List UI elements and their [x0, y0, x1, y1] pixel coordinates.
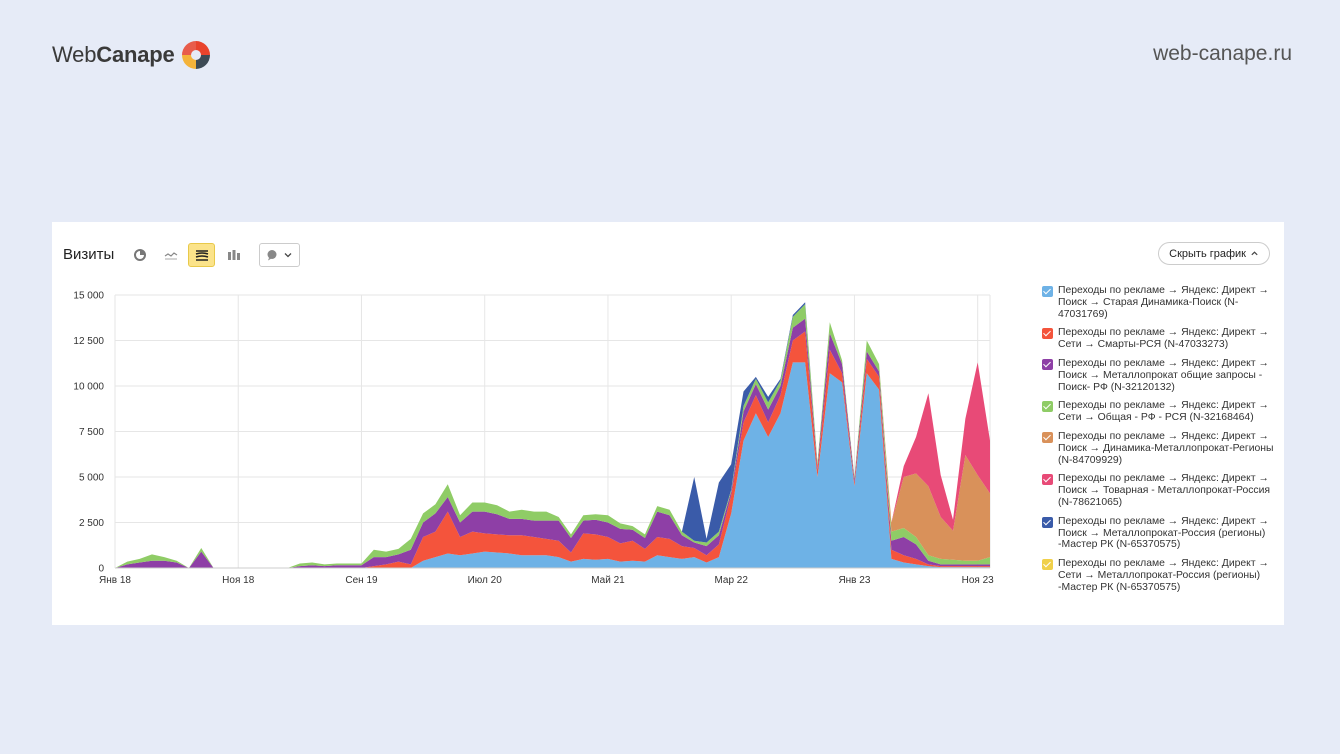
legend-checkbox[interactable] [1042, 474, 1053, 486]
series-area-1 [115, 362, 990, 568]
legend-item[interactable]: Переходы по рекламе → Яндекс: Директ → П… [1042, 358, 1277, 393]
comment-dropdown[interactable] [259, 243, 300, 267]
chart-panel: Визиты Скрыть график 0 2 500 5 000 7 500 10 … [52, 222, 1284, 625]
logo-part-canape: Canape [96, 42, 175, 67]
legend-checkbox[interactable] [1042, 358, 1053, 370]
logo-part-web: Web [52, 42, 97, 67]
x-tick-label: Ноя 23 [962, 575, 995, 586]
legend-checkbox[interactable] [1042, 328, 1053, 340]
logo: WebCanape [52, 38, 213, 72]
x-tick-label: Мар 22 [714, 575, 748, 586]
stacked-area-icon [195, 250, 208, 261]
x-tick-label: Июл 20 [468, 575, 503, 586]
x-tick-label: Сен 19 [345, 575, 378, 586]
legend-label: Переходы по рекламе → Яндекс: Директ → П… [1058, 430, 1274, 466]
pie-chart-icon [133, 249, 146, 261]
legend-label: Переходы по рекламе → Яндекс: Директ → С… [1058, 327, 1269, 351]
x-tick-label: Май 21 [591, 575, 625, 586]
y-tick-label: 12 500 [73, 336, 104, 347]
legend-item[interactable]: Переходы по рекламе → Яндекс: Директ → П… [1042, 431, 1277, 466]
logo-mark-icon [181, 41, 210, 69]
legend-item[interactable]: Переходы по рекламе → Яндекс: Директ → С… [1042, 327, 1277, 351]
chevron-down-icon [284, 253, 292, 258]
x-tick-label: Янв 23 [838, 575, 870, 586]
y-tick-label: 2 500 [79, 518, 104, 529]
legend-item[interactable]: Переходы по рекламе → Яндекс: Директ → С… [1042, 558, 1277, 593]
stacked-area-button[interactable] [188, 243, 215, 267]
legend-label: Переходы по рекламе → Яндекс: Директ → П… [1058, 285, 1269, 320]
legend-item[interactable]: Переходы по рекламе → Яндекс: Директ → П… [1042, 516, 1277, 551]
legend-checkbox[interactable] [1042, 286, 1053, 297]
legend-label: Переходы по рекламе → Яндекс: Директ → С… [1058, 400, 1269, 424]
legend-label: Переходы по рекламе → Яндекс: Директ → П… [1058, 357, 1269, 393]
legend-checkbox[interactable] [1042, 516, 1053, 528]
y-tick-label: 15 000 [73, 291, 104, 302]
hide-chart-button[interactable]: Скрыть график [1158, 242, 1270, 265]
legend-checkbox[interactable] [1042, 431, 1053, 443]
comment-icon [267, 250, 277, 261]
chevron-up-icon [1251, 251, 1258, 256]
legend-label: Переходы по рекламе → Яндекс: Директ → П… [1058, 515, 1269, 551]
hide-chart-label: Скрыть график [1169, 247, 1246, 260]
y-tick-label: 0 [98, 564, 104, 575]
stacked-bar-icon [227, 250, 240, 260]
series-area-4 [115, 304, 990, 568]
legend-label: Переходы по рекламе → Яндекс: Директ → П… [1058, 473, 1271, 508]
site-url[interactable]: web-canape.ru [1153, 42, 1292, 65]
legend-item[interactable]: Переходы по рекламе → Яндекс: Директ → С… [1042, 400, 1277, 424]
legend-checkbox[interactable] [1042, 401, 1053, 413]
legend-item[interactable]: Переходы по рекламе → Яндекс: Директ → П… [1042, 285, 1277, 320]
pie-chart-button[interactable] [126, 243, 153, 267]
y-tick-label: 7 500 [79, 427, 104, 438]
y-tick-label: 5 000 [79, 473, 104, 484]
series-area-2 [115, 331, 990, 568]
chart-legend: Переходы по рекламе → Яндекс: Директ → П… [1042, 285, 1277, 601]
legend-label: Переходы по рекламе → Яндекс: Директ → С… [1058, 558, 1269, 593]
series-area-3 [115, 318, 990, 568]
legend-checkbox[interactable] [1042, 559, 1053, 571]
legend-item[interactable]: Переходы по рекламе → Яндекс: Директ → П… [1042, 473, 1277, 508]
line-chart-button[interactable] [157, 243, 184, 267]
stacked-area-chart: 0 2 500 5 000 7 500 10 000 12 500 15 000 Янв 18… [73, 291, 995, 587]
chart-title: Визиты [63, 246, 115, 263]
x-tick-label: Ноя 18 [222, 575, 255, 586]
x-tick-label: Янв 18 [99, 575, 131, 586]
y-tick-label: 10 000 [73, 382, 104, 393]
stacked-bar-button[interactable] [220, 243, 247, 267]
logo-text: WebCanape [52, 42, 175, 68]
line-chart-icon [164, 252, 177, 260]
